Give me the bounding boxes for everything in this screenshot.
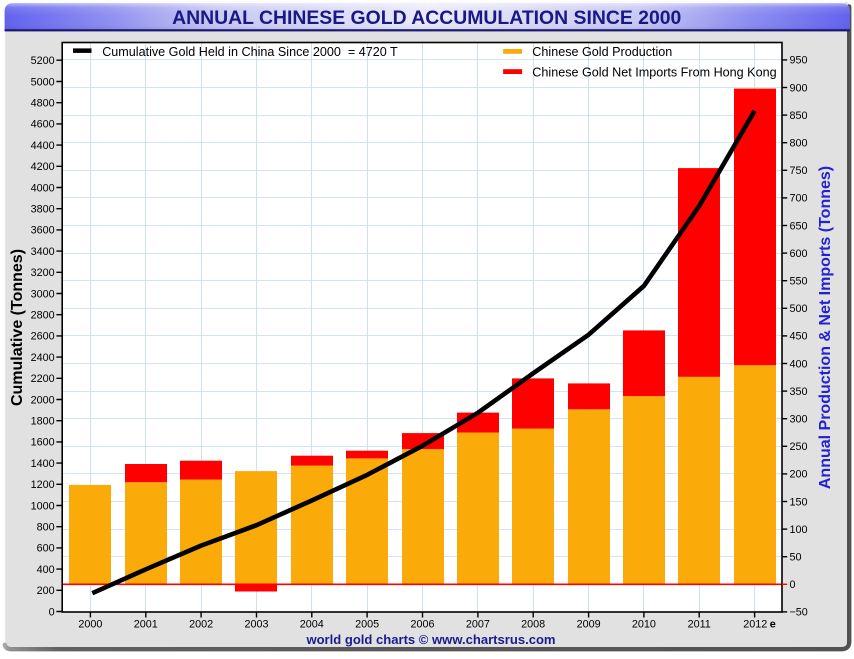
svg-text:Annual Production & Net Import: Annual Production & Net Imports (Tonnes) — [817, 166, 834, 489]
svg-text:Cumulative (Tonnes): Cumulative (Tonnes) — [9, 249, 26, 406]
svg-text:350: 350 — [790, 386, 808, 398]
svg-text:700: 700 — [790, 193, 808, 205]
svg-text:1000: 1000 — [31, 500, 55, 512]
svg-text:200: 200 — [790, 469, 808, 481]
svg-text:2400: 2400 — [31, 352, 55, 364]
svg-text:4400: 4400 — [31, 140, 55, 152]
svg-text:3400: 3400 — [31, 246, 55, 258]
svg-text:650: 650 — [790, 220, 808, 232]
svg-text:2800: 2800 — [31, 310, 55, 322]
svg-text:2004: 2004 — [300, 619, 324, 631]
svg-text:150: 150 — [790, 496, 808, 508]
svg-text:1400: 1400 — [31, 458, 55, 470]
svg-text:2011: 2011 — [688, 619, 711, 631]
svg-text:4200: 4200 — [31, 161, 55, 173]
svg-text:0: 0 — [49, 606, 55, 618]
svg-text:400: 400 — [790, 358, 808, 370]
svg-text:4800: 4800 — [31, 98, 55, 110]
svg-text:1200: 1200 — [31, 479, 55, 491]
svg-text:300: 300 — [790, 414, 808, 426]
svg-text:3800: 3800 — [31, 204, 55, 216]
svg-text:200: 200 — [37, 585, 55, 597]
svg-text:0: 0 — [790, 579, 796, 591]
svg-text:1600: 1600 — [31, 437, 55, 449]
svg-text:850: 850 — [790, 110, 808, 122]
svg-text:5200: 5200 — [31, 55, 55, 67]
svg-text:600: 600 — [37, 543, 55, 555]
svg-text:2003: 2003 — [244, 619, 268, 631]
svg-text:400: 400 — [37, 564, 55, 576]
svg-text:800: 800 — [790, 138, 808, 150]
svg-text:3000: 3000 — [31, 288, 55, 300]
svg-text:2600: 2600 — [31, 331, 55, 343]
svg-text:world gold charts © www.charts: world gold charts © www.chartsrus.com — [305, 632, 555, 647]
svg-text:950: 950 — [790, 55, 808, 67]
svg-text:4600: 4600 — [31, 119, 55, 131]
svg-text:750: 750 — [790, 165, 808, 177]
svg-text:Chinese Gold Net Imports From: Chinese Gold Net Imports From Hong Kong — [532, 66, 776, 80]
svg-text:2000: 2000 — [78, 619, 102, 631]
svg-text:2001: 2001 — [134, 619, 158, 631]
svg-text:2010: 2010 — [632, 619, 656, 631]
svg-text:3200: 3200 — [31, 267, 55, 279]
svg-text:3600: 3600 — [31, 225, 55, 237]
svg-text:5000: 5000 — [31, 76, 55, 88]
svg-text:550: 550 — [790, 276, 808, 288]
svg-text:2007: 2007 — [466, 619, 490, 631]
svg-text:Chinese Gold Production: Chinese Gold Production — [532, 45, 672, 59]
svg-text:2005: 2005 — [355, 619, 379, 631]
svg-text:2006: 2006 — [410, 619, 434, 631]
svg-text:50: 50 — [790, 552, 802, 564]
svg-text:900: 900 — [790, 82, 808, 94]
svg-text:600: 600 — [790, 248, 808, 260]
svg-text:500: 500 — [790, 303, 808, 315]
svg-text:1800: 1800 — [31, 416, 55, 428]
svg-text:−50: −50 — [790, 607, 808, 619]
svg-text:250: 250 — [790, 441, 808, 453]
svg-text:450: 450 — [790, 331, 808, 343]
svg-text:2002: 2002 — [189, 619, 213, 631]
svg-text:800: 800 — [37, 522, 55, 534]
svg-text:2000: 2000 — [31, 394, 55, 406]
svg-text:100: 100 — [790, 524, 808, 536]
svg-text:2008: 2008 — [521, 619, 545, 631]
svg-text:2009: 2009 — [577, 619, 601, 631]
svg-text:4000: 4000 — [31, 182, 55, 194]
svg-text:Cumulative Gold Held in China: Cumulative Gold Held in China Since 2000… — [102, 45, 398, 59]
svg-text:2200: 2200 — [31, 373, 55, 385]
svg-text:ANNUAL CHINESE GOLD ACCUMULATI: ANNUAL CHINESE GOLD ACCUMULATION SINCE 2… — [172, 7, 681, 29]
